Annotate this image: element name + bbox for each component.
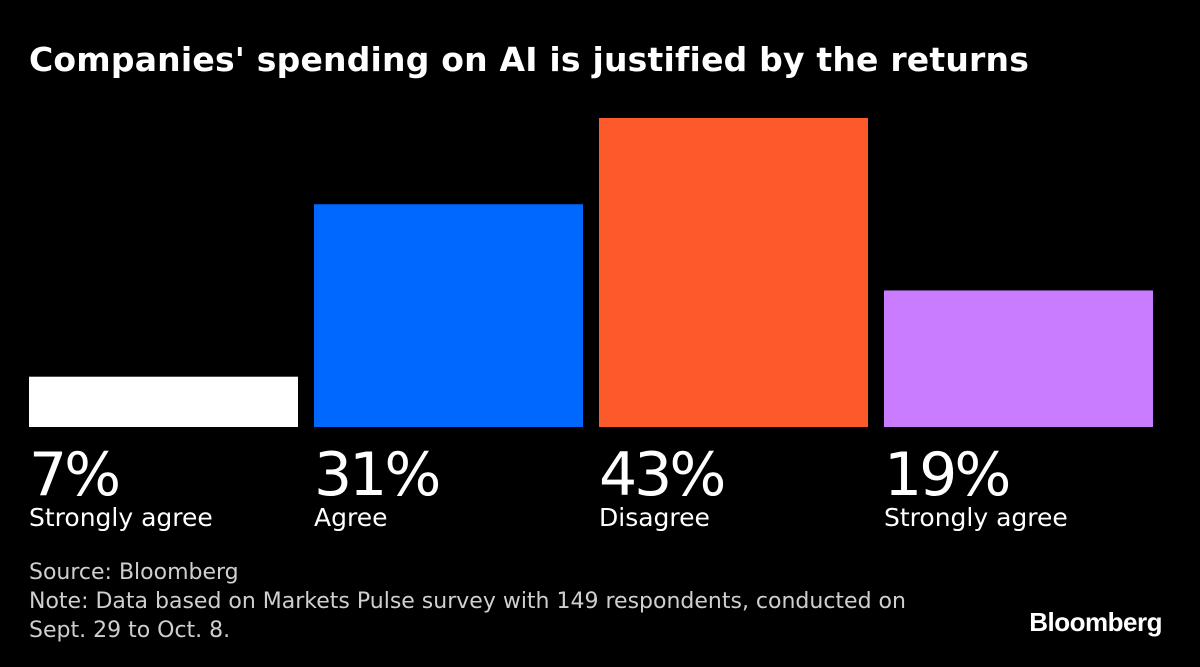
category-label-2: Agree xyxy=(314,503,387,532)
bar-2 xyxy=(314,204,583,427)
bar-4 xyxy=(884,290,1153,427)
chart-title: Companies' spending on AI is justified b… xyxy=(29,40,1030,79)
bar-value-label-2: 31% xyxy=(314,440,438,510)
bar-1 xyxy=(29,376,298,427)
bar-value-label-4: 19% xyxy=(884,440,1008,510)
bar-chart: 7%Strongly agree31%Agree43%Disagree19%St… xyxy=(29,118,1153,532)
footnote: Note: Data based on Markets Pulse survey… xyxy=(29,589,906,643)
bar-value-label-3: 43% xyxy=(599,440,723,510)
source-note: Source: Bloomberg xyxy=(29,560,239,585)
bar-3 xyxy=(599,118,868,427)
category-label-3: Disagree xyxy=(599,503,710,532)
bar-value-label-1: 7% xyxy=(29,440,118,510)
category-label-4: Strongly agree xyxy=(884,503,1068,532)
bloomberg-logo: Bloomberg xyxy=(1029,607,1162,637)
category-label-1: Strongly agree xyxy=(29,503,213,532)
